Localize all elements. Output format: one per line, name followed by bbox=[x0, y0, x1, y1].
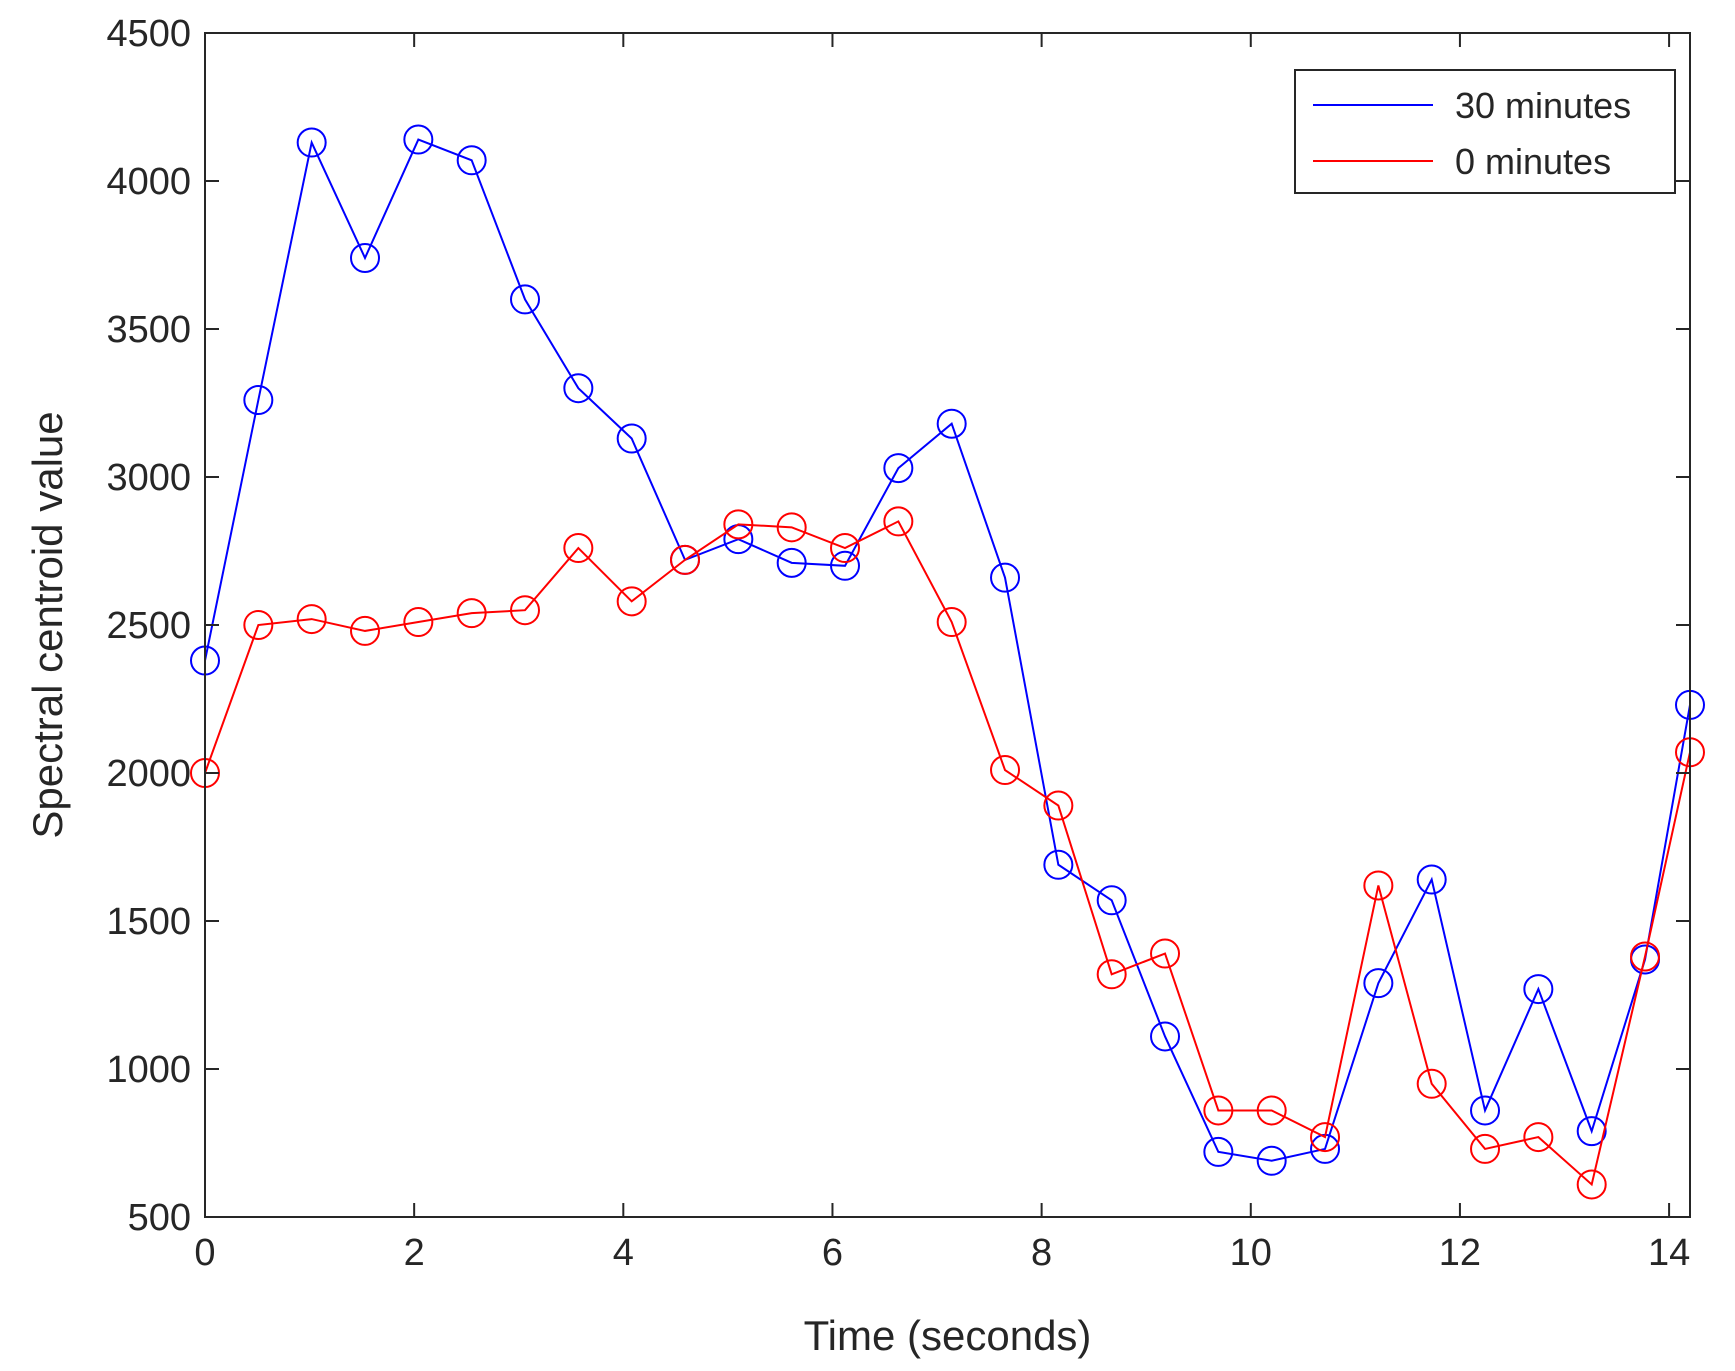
data-point-0-minutes bbox=[243, 610, 274, 640]
legend-label-0-minutes: 0 minutes bbox=[1455, 141, 1611, 182]
data-point-0-minutes bbox=[883, 506, 914, 537]
data-point-30-minutes bbox=[456, 145, 487, 176]
data-point-30-minutes bbox=[403, 124, 434, 155]
y-tick-label: 4000 bbox=[106, 161, 191, 203]
data-point-30-minutes bbox=[563, 373, 594, 404]
data-point-30-minutes bbox=[1470, 1095, 1501, 1126]
y-tick-label: 2000 bbox=[106, 753, 191, 795]
x-tick-label: 8 bbox=[1031, 1232, 1052, 1274]
data-point-0-minutes bbox=[350, 615, 381, 646]
data-point-30-minutes bbox=[510, 284, 541, 315]
x-axis-title: Time (seconds) bbox=[804, 1312, 1092, 1359]
data-point-0-minutes bbox=[1630, 941, 1661, 972]
data-point-30-minutes bbox=[1203, 1136, 1234, 1167]
data-point-0-minutes bbox=[1310, 1122, 1341, 1153]
data-point-0-minutes bbox=[1470, 1133, 1501, 1164]
data-point-0-minutes bbox=[1043, 790, 1074, 821]
data-point-0-minutes bbox=[510, 595, 541, 626]
data-point-30-minutes bbox=[1043, 849, 1074, 880]
data-point-30-minutes bbox=[1523, 974, 1554, 1005]
ticks-layer: 0 2 4 6 8 10 12 14 500 1000 1500 2000 2500 3000 3500 40… bbox=[106, 13, 1690, 1274]
data-point-0-minutes bbox=[1256, 1095, 1287, 1126]
data-point-0-minutes bbox=[990, 755, 1021, 786]
y-tick-label: 1000 bbox=[106, 1049, 191, 1091]
data-point-0-minutes bbox=[1363, 870, 1394, 901]
data-point-30-minutes bbox=[616, 423, 647, 454]
data-point-0-minutes bbox=[1416, 1068, 1447, 1099]
data-point-0-minutes bbox=[1576, 1169, 1607, 1200]
x-tick-label: 0 bbox=[194, 1232, 215, 1274]
series-line-0-minutes bbox=[204, 520, 1691, 1187]
data-point-0-minutes bbox=[776, 512, 807, 543]
data-point-30-minutes bbox=[830, 550, 861, 581]
data-point-0-minutes bbox=[616, 586, 647, 617]
data-point-30-minutes bbox=[1150, 1021, 1181, 1052]
x-tick-label: 12 bbox=[1439, 1232, 1481, 1274]
data-point-0-minutes bbox=[403, 607, 434, 638]
x-tick-label: 2 bbox=[404, 1232, 425, 1274]
series-line-30-minutes bbox=[204, 138, 1691, 1162]
data-point-30-minutes bbox=[1256, 1145, 1287, 1176]
data-point-30-minutes bbox=[883, 453, 914, 484]
data-point-30-minutes bbox=[1363, 968, 1394, 999]
data-point-30-minutes bbox=[936, 408, 967, 439]
legend-label-30-minutes: 30 minutes bbox=[1455, 85, 1631, 126]
y-tick-label: 4500 bbox=[106, 13, 191, 55]
x-tick-label: 14 bbox=[1648, 1232, 1690, 1274]
data-point-0-minutes bbox=[456, 598, 487, 629]
data-point-0-minutes bbox=[936, 607, 967, 638]
data-point-30-minutes bbox=[1416, 864, 1447, 895]
y-tick-label: 1500 bbox=[106, 901, 191, 943]
data-point-30-minutes bbox=[990, 562, 1021, 593]
legend-box bbox=[1294, 69, 1676, 194]
data-point-0-minutes bbox=[1096, 959, 1127, 990]
legend: 30 minutes 0 minutes bbox=[1294, 69, 1676, 194]
data-point-0-minutes bbox=[1523, 1122, 1554, 1153]
series-layer bbox=[190, 124, 1705, 1200]
data-point-0-minutes bbox=[1150, 938, 1181, 969]
x-tick-label: 4 bbox=[613, 1232, 634, 1274]
data-point-0-minutes bbox=[670, 544, 701, 575]
data-point-30-minutes bbox=[1576, 1116, 1607, 1147]
data-point-30-minutes bbox=[776, 547, 807, 578]
y-tick-label: 3000 bbox=[106, 457, 191, 499]
x-tick-label: 6 bbox=[822, 1232, 843, 1274]
y-axis-title: Spectral centroid value bbox=[24, 411, 71, 838]
y-tick-label: 3500 bbox=[106, 309, 191, 351]
data-point-30-minutes bbox=[296, 127, 327, 158]
data-point-0-minutes bbox=[296, 604, 327, 635]
x-tick-label: 10 bbox=[1230, 1232, 1272, 1274]
data-point-30-minutes bbox=[243, 385, 274, 416]
data-point-0-minutes bbox=[723, 509, 754, 540]
y-tick-label: 2500 bbox=[106, 605, 191, 647]
data-point-30-minutes bbox=[1096, 885, 1127, 916]
data-point-0-minutes bbox=[563, 533, 594, 564]
data-point-0-minutes bbox=[1203, 1095, 1234, 1126]
data-point-0-minutes bbox=[830, 533, 861, 564]
data-point-30-minutes bbox=[350, 242, 381, 273]
y-tick-label: 500 bbox=[128, 1197, 191, 1239]
